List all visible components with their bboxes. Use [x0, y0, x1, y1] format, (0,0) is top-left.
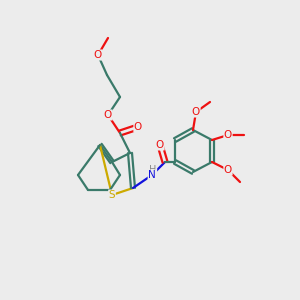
Text: O: O	[224, 165, 232, 175]
Text: O: O	[94, 50, 102, 60]
Text: O: O	[104, 110, 112, 120]
Text: O: O	[192, 107, 200, 117]
Text: H: H	[149, 165, 157, 175]
Text: N: N	[148, 170, 156, 180]
Text: O: O	[224, 130, 232, 140]
Text: O: O	[134, 122, 142, 132]
Text: S: S	[109, 190, 115, 200]
Text: O: O	[156, 140, 164, 150]
